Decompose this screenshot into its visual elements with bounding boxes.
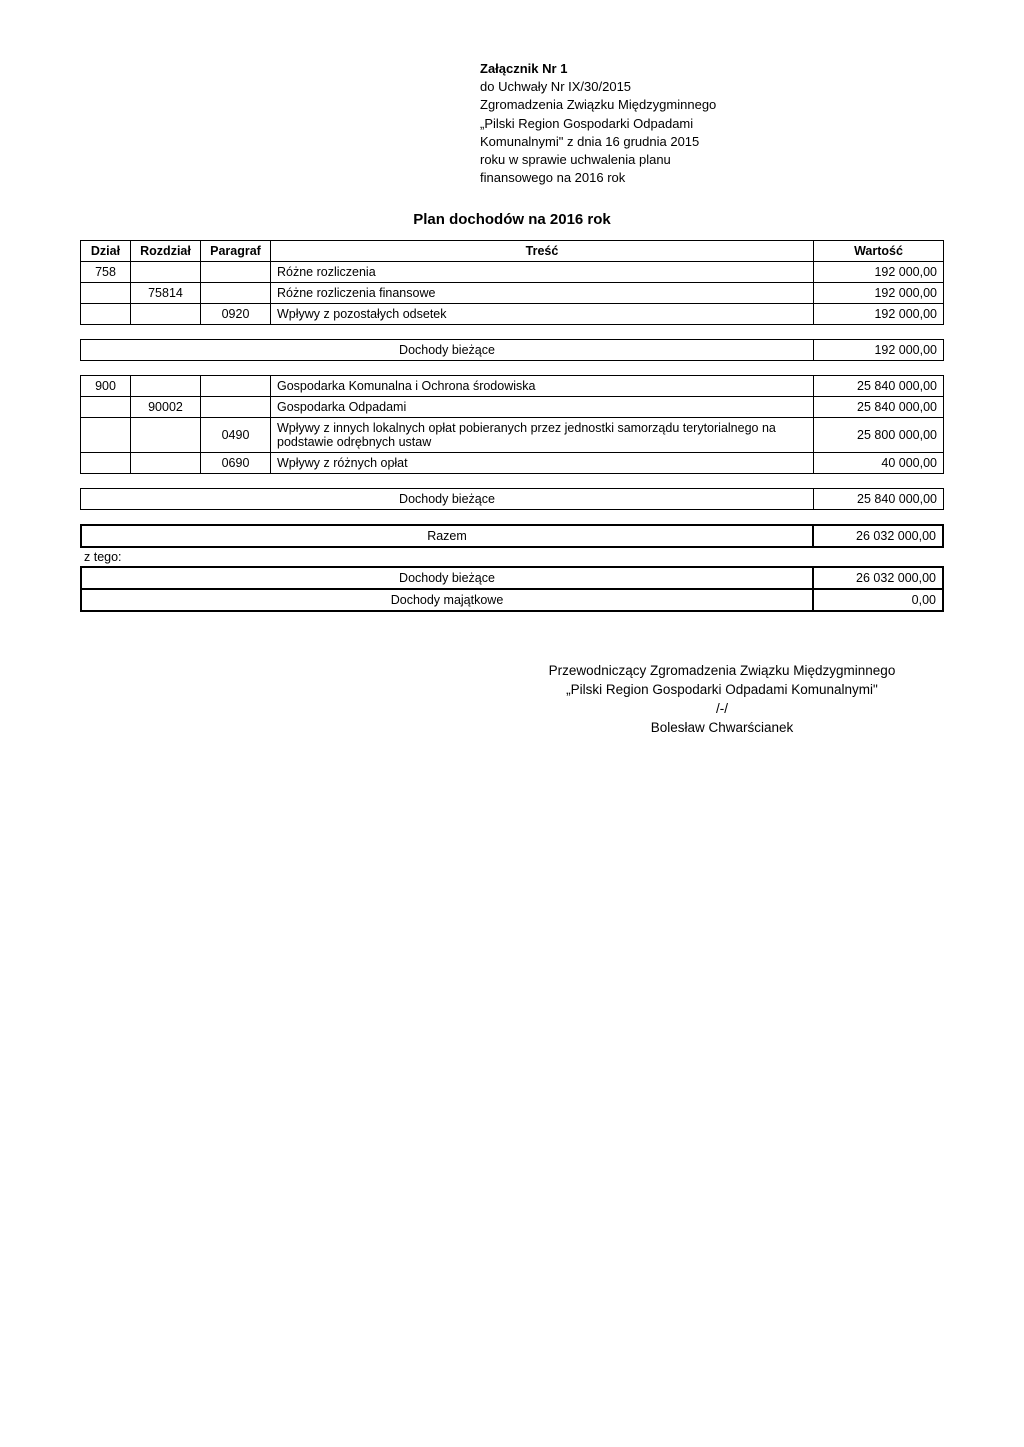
- cell-dzial: [81, 304, 131, 325]
- signature-line-1: Przewodniczący Zgromadzenia Związku Międ…: [500, 662, 944, 681]
- cell-tresc: Różne rozliczenia: [271, 262, 814, 283]
- cell-rozdzial: 75814: [131, 283, 201, 304]
- col-header-rozdzial: Rozdział: [131, 241, 201, 262]
- cell-wartosc: 40 000,00: [814, 453, 944, 474]
- table-header-row: Dział Rozdział Paragraf Treść Wartość: [81, 241, 944, 262]
- cell-paragraf: 0690: [201, 453, 271, 474]
- cell-rozdzial: 90002: [131, 397, 201, 418]
- biezace-label: Dochody bieżące: [81, 567, 813, 589]
- cell-rozdzial: [131, 304, 201, 325]
- razem-label: Razem: [81, 525, 813, 547]
- grand-total-row: Razem 26 032 000,00: [81, 525, 943, 547]
- subtotal-row: Dochody bieżące 25 840 000,00: [81, 489, 944, 510]
- grand-breakdown-table: Dochody bieżące 26 032 000,00 Dochody ma…: [80, 566, 944, 612]
- cell-dzial: 900: [81, 376, 131, 397]
- table-row: 75814 Różne rozliczenia finansowe 192 00…: [81, 283, 944, 304]
- subtotal-table-2: Dochody bieżące 25 840 000,00: [80, 488, 944, 510]
- subtotal-label: Dochody bieżące: [81, 340, 814, 361]
- razem-value: 26 032 000,00: [813, 525, 943, 547]
- cell-paragraf: 0490: [201, 418, 271, 453]
- cell-dzial: 758: [81, 262, 131, 283]
- cell-paragraf: [201, 397, 271, 418]
- cell-tresc: Wpływy z pozostałych odsetek: [271, 304, 814, 325]
- table-row: 900 Gospodarka Komunalna i Ochrona środo…: [81, 376, 944, 397]
- cell-rozdzial: [131, 418, 201, 453]
- table-row: 0490 Wpływy z innych lokalnych opłat pob…: [81, 418, 944, 453]
- signature-line-3: /-/: [500, 700, 944, 719]
- cell-dzial: [81, 418, 131, 453]
- subtotal-label: Dochody bieżące: [81, 489, 814, 510]
- attachment-line: „Pilski Region Gospodarki Odpadami: [480, 115, 944, 133]
- col-header-dzial: Dział: [81, 241, 131, 262]
- signature-block: Przewodniczący Zgromadzenia Związku Międ…: [500, 662, 944, 738]
- subtotal-value: 25 840 000,00: [814, 489, 944, 510]
- grand-total-razem: Razem 26 032 000,00: [80, 524, 944, 548]
- cell-dzial: [81, 283, 131, 304]
- plan-title: Plan dochodów na 2016 rok: [80, 211, 944, 228]
- table-row: 758 Różne rozliczenia 192 000,00: [81, 262, 944, 283]
- cell-paragraf: 0920: [201, 304, 271, 325]
- biezace-value: 26 032 000,00: [813, 567, 943, 589]
- cell-tresc: Różne rozliczenia finansowe: [271, 283, 814, 304]
- col-header-wartosc: Wartość: [814, 241, 944, 262]
- cell-paragraf: [201, 376, 271, 397]
- attachment-line: Zgromadzenia Związku Międzygminnego: [480, 96, 944, 114]
- table-row: 0690 Wpływy z różnych opłat 40 000,00: [81, 453, 944, 474]
- cell-tresc: Wpływy z różnych opłat: [271, 453, 814, 474]
- page: Załącznik Nr 1 do Uchwały Nr IX/30/2015 …: [0, 0, 1024, 738]
- majatkowe-label: Dochody majątkowe: [81, 589, 813, 611]
- col-header-tresc: Treść: [271, 241, 814, 262]
- budget-table-2: 900 Gospodarka Komunalna i Ochrona środo…: [80, 375, 944, 474]
- cell-tresc: Gospodarka Odpadami: [271, 397, 814, 418]
- signature-line-4: Bolesław Chwarścianek: [500, 719, 944, 738]
- subtotal-value: 192 000,00: [814, 340, 944, 361]
- majatkowe-value: 0,00: [813, 589, 943, 611]
- cell-rozdzial: [131, 453, 201, 474]
- table-row: 90002 Gospodarka Odpadami 25 840 000,00: [81, 397, 944, 418]
- budget-table-1: Dział Rozdział Paragraf Treść Wartość 75…: [80, 240, 944, 325]
- cell-paragraf: [201, 283, 271, 304]
- cell-wartosc: 25 800 000,00: [814, 418, 944, 453]
- cell-wartosc: 192 000,00: [814, 283, 944, 304]
- cell-dzial: [81, 397, 131, 418]
- cell-rozdzial: [131, 262, 201, 283]
- attachment-line: Komunalnymi" z dnia 16 grudnia 2015: [480, 133, 944, 151]
- col-header-paragraf: Paragraf: [201, 241, 271, 262]
- cell-wartosc: 192 000,00: [814, 262, 944, 283]
- attachment-header: Załącznik Nr 1 do Uchwały Nr IX/30/2015 …: [480, 60, 944, 187]
- subtotal-table-1: Dochody bieżące 192 000,00: [80, 339, 944, 361]
- cell-paragraf: [201, 262, 271, 283]
- cell-rozdzial: [131, 376, 201, 397]
- subtotal-row: Dochody bieżące 192 000,00: [81, 340, 944, 361]
- grand-row-majatkowe: Dochody majątkowe 0,00: [81, 589, 943, 611]
- cell-tresc: Gospodarka Komunalna i Ochrona środowisk…: [271, 376, 814, 397]
- attachment-line: roku w sprawie uchwalenia planu: [480, 151, 944, 169]
- cell-wartosc: 192 000,00: [814, 304, 944, 325]
- cell-dzial: [81, 453, 131, 474]
- cell-wartosc: 25 840 000,00: [814, 376, 944, 397]
- cell-tresc: Wpływy z innych lokalnych opłat pobieran…: [271, 418, 814, 453]
- signature-line-2: „Pilski Region Gospodarki Odpadami Komun…: [500, 681, 944, 700]
- table-row: 0920 Wpływy z pozostałych odsetek 192 00…: [81, 304, 944, 325]
- attachment-line: do Uchwały Nr IX/30/2015: [480, 78, 944, 96]
- grand-row-biezace: Dochody bieżące 26 032 000,00: [81, 567, 943, 589]
- cell-wartosc: 25 840 000,00: [814, 397, 944, 418]
- attachment-title: Załącznik Nr 1: [480, 60, 944, 78]
- ztego-label: z tego:: [84, 550, 944, 564]
- attachment-line: finansowego na 2016 rok: [480, 169, 944, 187]
